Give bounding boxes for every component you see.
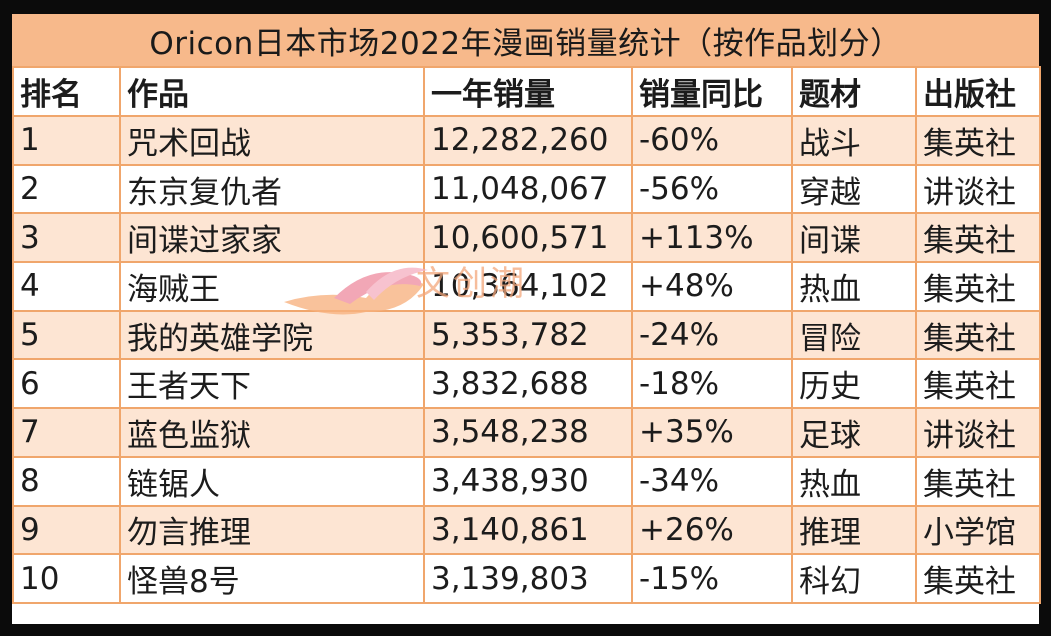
cell-genre: 冒险: [791, 309, 917, 361]
cell-publisher: 集英社: [915, 358, 1041, 410]
cell-rank: 3: [12, 212, 121, 264]
cell-genre: 历史: [791, 358, 917, 410]
cell-rank: 6: [12, 358, 121, 410]
cell-rank: 2: [12, 163, 121, 215]
table-row: 1 咒术回战 12,282,260 -60% 战斗 集英社: [12, 115, 1041, 166]
header-sales: 一年销量: [423, 66, 633, 117]
cell-rank: 10: [12, 553, 121, 604]
cell-sales: 3,832,688: [423, 358, 633, 410]
cell-rank: 7: [12, 407, 121, 458]
cell-genre: 科幻: [791, 553, 917, 604]
cell-title: 我的英雄学院: [119, 309, 425, 361]
cell-genre: 热血: [791, 261, 917, 312]
cell-genre: 热血: [791, 455, 917, 507]
cell-title: 链锯人: [119, 455, 425, 507]
cell-publisher: 集英社: [915, 309, 1041, 361]
cell-yoy: -60%: [631, 115, 793, 166]
cell-publisher: 集英社: [915, 455, 1041, 507]
cell-title: 咒术回战: [119, 115, 425, 166]
header-title: 作品: [119, 66, 425, 117]
table-row: 7 蓝色监狱 3,548,238 +35% 足球 讲谈社: [12, 407, 1041, 458]
sales-table: 排名 作品 一年销量 销量同比 题材 出版社 1 咒术回战 12,282,260 -6…: [12, 66, 1041, 604]
cell-genre: 穿越: [791, 163, 917, 215]
table-row: 4 海贼王 10,364,102 +48% 热血 集英社: [12, 261, 1041, 312]
table-title: Oricon日本市场2022年漫画销量统计（按作品划分）: [12, 14, 1039, 66]
cell-sales: 3,438,930: [423, 455, 633, 507]
table-frame: Oricon日本市场2022年漫画销量统计（按作品划分） 排名 作品 一年销量 …: [12, 14, 1041, 624]
cell-sales: 3,548,238: [423, 407, 633, 458]
cell-publisher: 集英社: [915, 212, 1041, 264]
cell-publisher: 集英社: [915, 553, 1041, 604]
cell-genre: 间谍: [791, 212, 917, 264]
header-row: 排名 作品 一年销量 销量同比 题材 出版社: [12, 66, 1041, 117]
cell-rank: 4: [12, 261, 121, 312]
table-row: 2 东京复仇者 11,048,067 -56% 穿越 讲谈社: [12, 163, 1041, 215]
cell-yoy: -34%: [631, 455, 793, 507]
cell-rank: 5: [12, 309, 121, 361]
cell-sales: 5,353,782: [423, 309, 633, 361]
cell-yoy: -18%: [631, 358, 793, 410]
cell-title: 东京复仇者: [119, 163, 425, 215]
header-genre: 题材: [791, 66, 917, 117]
cell-rank: 1: [12, 115, 121, 166]
cell-publisher: 集英社: [915, 261, 1041, 312]
cell-sales: 10,364,102: [423, 261, 633, 312]
cell-genre: 推理: [791, 504, 917, 556]
header-yoy: 销量同比: [631, 66, 793, 117]
table-row: 3 间谍过家家 10,600,571 +113% 间谍 集英社: [12, 212, 1041, 264]
cell-sales: 10,600,571: [423, 212, 633, 264]
cell-rank: 8: [12, 455, 121, 507]
cell-rank: 9: [12, 504, 121, 556]
cell-title: 怪兽8号: [119, 553, 425, 604]
header-publisher: 出版社: [915, 66, 1041, 117]
cell-sales: 11,048,067: [423, 163, 633, 215]
cell-title: 王者天下: [119, 358, 425, 410]
cell-title: 蓝色监狱: [119, 407, 425, 458]
cell-yoy: +113%: [631, 212, 793, 264]
cell-yoy: +48%: [631, 261, 793, 312]
cell-publisher: 集英社: [915, 115, 1041, 166]
cell-yoy: -15%: [631, 553, 793, 604]
cell-publisher: 小学馆: [915, 504, 1041, 556]
cell-yoy: -56%: [631, 163, 793, 215]
cell-sales: 12,282,260: [423, 115, 633, 166]
cell-yoy: +26%: [631, 504, 793, 556]
cell-title: 海贼王: [119, 261, 425, 312]
table-row: 10 怪兽8号 3,139,803 -15% 科幻 集英社: [12, 553, 1041, 604]
header-rank: 排名: [12, 66, 121, 117]
cell-title: 间谍过家家: [119, 212, 425, 264]
cell-sales: 3,140,861: [423, 504, 633, 556]
cell-yoy: -24%: [631, 309, 793, 361]
table-row: 9 勿言推理 3,140,861 +26% 推理 小学馆: [12, 504, 1041, 556]
cell-title: 勿言推理: [119, 504, 425, 556]
table-row: 6 王者天下 3,832,688 -18% 历史 集英社: [12, 358, 1041, 410]
cell-publisher: 讲谈社: [915, 163, 1041, 215]
table-row: 5 我的英雄学院 5,353,782 -24% 冒险 集英社: [12, 309, 1041, 361]
cell-genre: 足球: [791, 407, 917, 458]
table-row: 8 链锯人 3,438,930 -34% 热血 集英社: [12, 455, 1041, 507]
cell-genre: 战斗: [791, 115, 917, 166]
cell-yoy: +35%: [631, 407, 793, 458]
cell-sales: 3,139,803: [423, 553, 633, 604]
cell-publisher: 讲谈社: [915, 407, 1041, 458]
